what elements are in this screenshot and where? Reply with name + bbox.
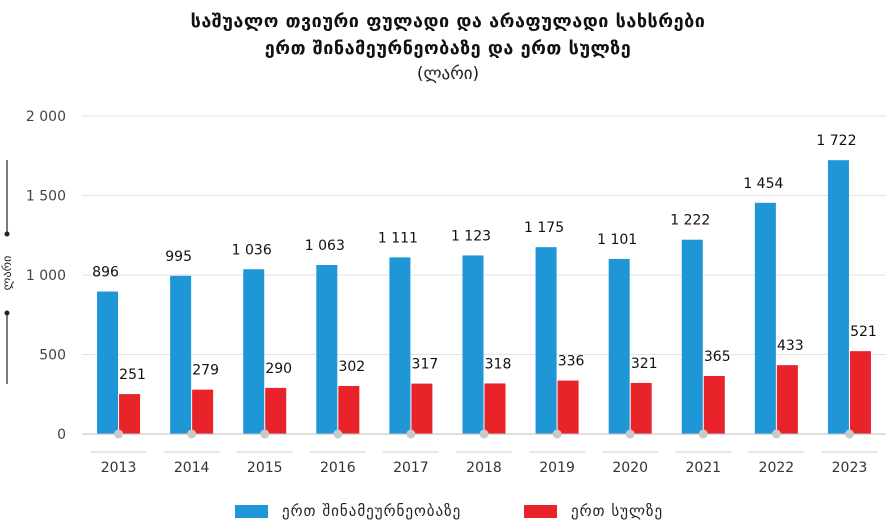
- data-label-household: 995: [165, 249, 192, 265]
- legend-label-household: ერთ შინამეურნეობაზე: [282, 502, 462, 520]
- bar-household: [389, 257, 411, 434]
- x-tick-label: 2016: [320, 460, 356, 476]
- data-label-per-capita: 317: [412, 357, 439, 373]
- bar-household: [170, 275, 192, 434]
- bar-per-capita: [703, 375, 725, 434]
- x-tick-label: 2015: [247, 460, 283, 476]
- legend-swatch-household: [235, 504, 268, 518]
- x-axis-marker: [625, 429, 635, 439]
- y-tick-label: 500: [39, 348, 66, 364]
- legend-swatch-per-capita: [524, 504, 557, 518]
- x-axis-marker: [260, 429, 270, 439]
- y-axis-label-dot-bottom: [4, 310, 10, 316]
- data-label-household: 1 454: [743, 176, 783, 192]
- data-label-per-capita: 521: [850, 324, 877, 340]
- data-label-household: 1 175: [524, 220, 564, 236]
- bar-household: [681, 239, 703, 434]
- chart-title-line-1: საშუალო თვიური ფულადი და არაფულადი სახსრ…: [190, 11, 706, 32]
- y-axis-label-group: ლარი: [0, 160, 14, 384]
- bar-per-capita: [192, 389, 214, 434]
- data-label-household: 896: [92, 265, 119, 281]
- x-tick-label: 2017: [393, 460, 429, 476]
- data-label-household: 1 101: [597, 232, 637, 248]
- x-axis-marker: [479, 429, 489, 439]
- y-tick-label: 2 000: [26, 109, 66, 125]
- bar-household: [97, 291, 119, 434]
- x-axis-marker: [771, 429, 781, 439]
- y-tick-label: 0: [57, 427, 66, 443]
- bar-per-capita: [411, 383, 433, 434]
- data-label-per-capita: 321: [631, 356, 658, 372]
- x-tick-label: 2023: [832, 460, 868, 476]
- bar-household: [243, 269, 265, 434]
- data-label-household: 1 123: [451, 228, 491, 244]
- legend-label-per-capita: ერთ სულზე: [571, 502, 664, 520]
- bar-per-capita: [265, 387, 287, 434]
- bar-household: [608, 258, 630, 434]
- gridlines: [82, 115, 886, 355]
- x-tick-label: 2014: [174, 460, 210, 476]
- x-axis-marker: [698, 429, 708, 439]
- data-label-per-capita: 433: [777, 338, 804, 354]
- y-axis-label-dot-top: [4, 231, 10, 237]
- bar-per-capita: [119, 394, 141, 434]
- bar-per-capita: [776, 365, 798, 434]
- x-axis-marker: [187, 429, 197, 439]
- chart-title-line-2: ერთ შინამეურნეობაზე და ერთ სულზე: [264, 38, 632, 59]
- legend: ერთ შინამეურნეობაზე ერთ სულზე: [0, 502, 896, 526]
- data-label-per-capita: 318: [485, 356, 512, 372]
- legend-item-household: ერთ შინამეურნეობაზე: [235, 502, 461, 520]
- x-tick-label: 2021: [685, 460, 721, 476]
- data-label-per-capita: 290: [265, 361, 292, 377]
- data-label-per-capita: 365: [704, 349, 731, 365]
- data-label-household: 1 063: [305, 238, 345, 254]
- legend-item-per-capita: ერთ სულზე: [524, 502, 663, 520]
- chart-title-block: საშუალო თვიური ფულადი და არაფულადი სახსრ…: [0, 8, 896, 86]
- x-tick-label: 2018: [466, 460, 502, 476]
- x-tick-label: 2020: [612, 460, 648, 476]
- x-axis-marker: [333, 429, 343, 439]
- x-axis-marker: [552, 429, 562, 439]
- bar-per-capita: [849, 351, 871, 434]
- data-label-per-capita: 302: [338, 359, 365, 375]
- bar-household: [462, 255, 484, 434]
- bar-per-capita: [630, 382, 652, 434]
- bar-per-capita: [484, 383, 506, 434]
- x-axis-marker: [114, 429, 124, 439]
- x-tick-label: 2022: [759, 460, 795, 476]
- x-axis-marker: [844, 429, 854, 439]
- x-axis: [82, 429, 886, 439]
- data-label-per-capita: 251: [119, 367, 146, 383]
- data-label-household: 1 036: [232, 242, 272, 258]
- data-label-per-capita: 336: [558, 354, 585, 370]
- bar-household: [754, 202, 776, 434]
- bar-household: [827, 160, 849, 434]
- bar-per-capita: [557, 380, 579, 434]
- y-axis-ticks: 0 500 1 000 1 500 2 000: [26, 109, 66, 443]
- bar-household: [316, 264, 338, 434]
- x-axis-marker: [406, 429, 416, 439]
- bar-household: [535, 247, 557, 434]
- y-tick-label: 1 500: [26, 189, 66, 205]
- data-label-per-capita: 279: [192, 363, 219, 379]
- data-label-household: 1 111: [378, 230, 418, 246]
- x-axis-ticks: 2013 2014 2015 2016 2017 2018 2019 2020 2021 2022…: [90, 451, 878, 476]
- bars: 896 251 995 279 1 036 290 1 063 302 1 111 317 1 12…: [92, 133, 877, 434]
- x-tick-label: 2019: [539, 460, 575, 476]
- data-label-household: 1 722: [816, 133, 856, 149]
- y-tick-label: 1 000: [26, 268, 66, 284]
- y-axis-label: ლარი: [0, 256, 14, 291]
- bar-per-capita: [338, 385, 360, 434]
- chart-subtitle: (ლარი): [416, 64, 480, 84]
- data-label-household: 1 222: [670, 213, 710, 229]
- x-tick-label: 2013: [101, 460, 137, 476]
